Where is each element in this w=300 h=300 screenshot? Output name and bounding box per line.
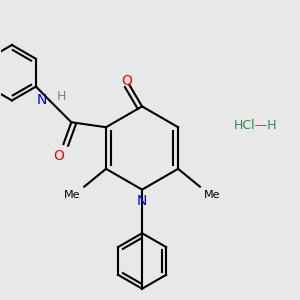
Text: H: H — [56, 90, 66, 103]
Text: Me: Me — [204, 190, 220, 200]
Text: Me: Me — [64, 190, 80, 200]
Text: HCl—H: HCl—H — [234, 119, 278, 132]
Text: O: O — [53, 149, 64, 163]
Text: N: N — [36, 94, 46, 107]
Text: N: N — [137, 194, 147, 208]
Text: O: O — [121, 74, 132, 88]
